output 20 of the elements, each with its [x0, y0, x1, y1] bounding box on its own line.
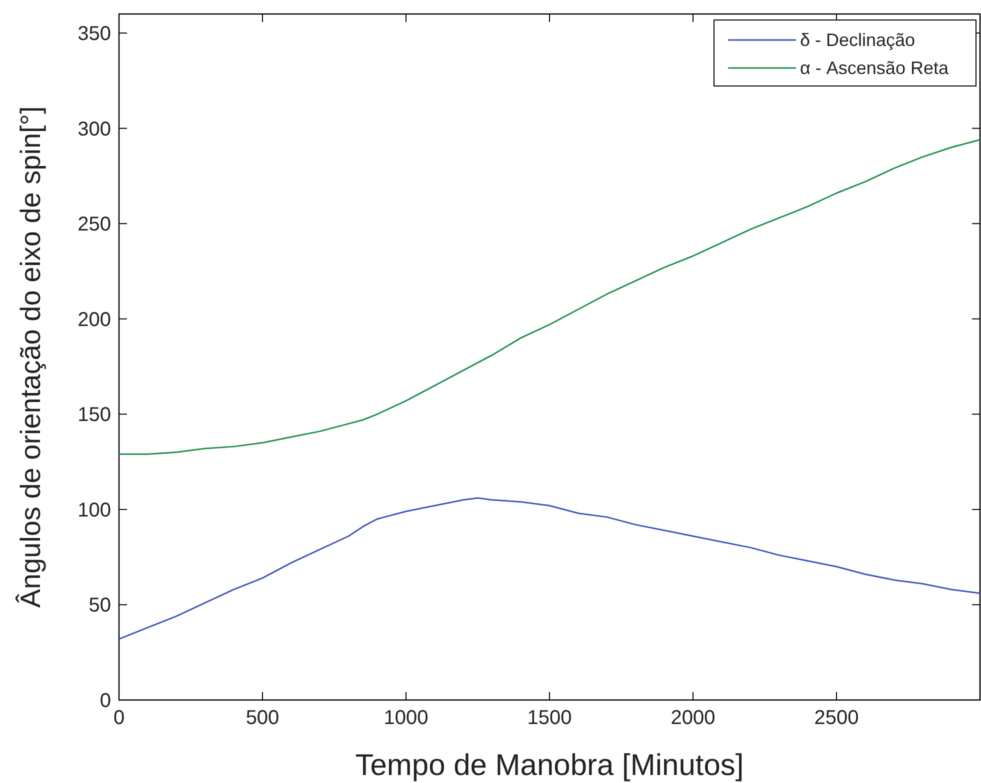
x-tick-label: 2500 — [814, 707, 859, 729]
x-tick-label: 1000 — [384, 707, 428, 729]
x-tick-label: 2000 — [670, 707, 716, 729]
x-axis-title: Tempo de Manobra [Minutos] — [355, 749, 744, 782]
line-series — [118, 497, 981, 640]
line-series — [118, 139, 981, 455]
y-tick-label: 250 — [78, 214, 111, 236]
y-axis-title: Ângulos de orientação do eixo de spin[°] — [15, 106, 46, 608]
y-tick-label: 50 — [88, 594, 111, 617]
legend-label: α - Ascensão Reta — [800, 58, 950, 78]
y-tick-label: 350 — [78, 23, 111, 46]
y-tick-label: 0 — [100, 690, 111, 712]
x-tick-label: 0 — [113, 707, 125, 729]
y-tick-label: 300 — [78, 118, 111, 140]
y-tick-label: 150 — [78, 404, 111, 426]
legend-label: δ - Declinação — [800, 30, 916, 50]
y-tick-label: 200 — [78, 308, 111, 331]
x-tick-label: 1500 — [527, 707, 572, 729]
y-tick-label: 100 — [78, 499, 111, 522]
x-tick-label: 500 — [246, 707, 280, 729]
